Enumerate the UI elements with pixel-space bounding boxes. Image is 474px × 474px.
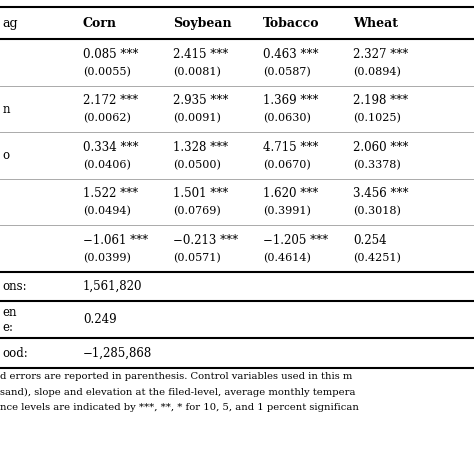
- Text: 3.456 ***: 3.456 ***: [353, 187, 409, 200]
- Text: (0.3991): (0.3991): [263, 206, 311, 216]
- Text: Corn: Corn: [83, 17, 117, 30]
- Text: −1.061 ***: −1.061 ***: [83, 234, 148, 246]
- Text: 0.334 ***: 0.334 ***: [83, 141, 138, 154]
- Text: 0.463 ***: 0.463 ***: [263, 48, 319, 61]
- Text: 0.254: 0.254: [353, 234, 387, 246]
- Text: −0.213 ***: −0.213 ***: [173, 234, 238, 246]
- Text: 1.369 ***: 1.369 ***: [263, 94, 319, 107]
- Text: (0.0399): (0.0399): [83, 253, 131, 263]
- Text: (0.0091): (0.0091): [173, 113, 221, 123]
- Text: 1.522 ***: 1.522 ***: [83, 187, 138, 200]
- Text: ag: ag: [2, 17, 18, 30]
- Text: 2.327 ***: 2.327 ***: [353, 48, 409, 61]
- Text: (0.0062): (0.0062): [83, 113, 131, 123]
- Text: (0.0630): (0.0630): [263, 113, 311, 123]
- Text: 2.415 ***: 2.415 ***: [173, 48, 228, 61]
- Text: n: n: [2, 102, 10, 116]
- Text: 1.501 ***: 1.501 ***: [173, 187, 228, 200]
- Text: 2.060 ***: 2.060 ***: [353, 141, 409, 154]
- Text: 2.935 ***: 2.935 ***: [173, 94, 228, 107]
- Text: (0.1025): (0.1025): [353, 113, 401, 123]
- Text: (0.0406): (0.0406): [83, 160, 131, 170]
- Text: (0.3378): (0.3378): [353, 160, 401, 170]
- Text: ood:: ood:: [2, 347, 28, 360]
- Text: 1.620 ***: 1.620 ***: [263, 187, 319, 200]
- Text: (0.4614): (0.4614): [263, 253, 311, 263]
- Text: Tobacco: Tobacco: [263, 17, 319, 30]
- Text: 2.198 ***: 2.198 ***: [353, 94, 408, 107]
- Text: (0.0500): (0.0500): [173, 160, 221, 170]
- Text: (0.0494): (0.0494): [83, 206, 131, 216]
- Text: −1,285,868: −1,285,868: [83, 347, 152, 360]
- Text: 1,561,820: 1,561,820: [83, 280, 143, 293]
- Text: (0.0571): (0.0571): [173, 253, 221, 263]
- Text: (0.4251): (0.4251): [353, 253, 401, 263]
- Text: o: o: [2, 149, 9, 162]
- Text: 2.172 ***: 2.172 ***: [83, 94, 138, 107]
- Text: sand), slope and elevation at the filed-level, average monthly tempera: sand), slope and elevation at the filed-…: [0, 388, 356, 397]
- Text: Wheat: Wheat: [353, 17, 398, 30]
- Text: 1.328 ***: 1.328 ***: [173, 141, 228, 154]
- Text: 0.085 ***: 0.085 ***: [83, 48, 138, 61]
- Text: (0.0769): (0.0769): [173, 206, 221, 216]
- Text: en
e:: en e:: [2, 306, 17, 334]
- Text: (0.0081): (0.0081): [173, 67, 221, 77]
- Text: −1.205 ***: −1.205 ***: [263, 234, 328, 246]
- Text: Soybean: Soybean: [173, 17, 232, 30]
- Text: d errors are reported in parenthesis. Control variables used in this m: d errors are reported in parenthesis. Co…: [0, 372, 352, 381]
- Text: nce levels are indicated by ***, **, * for 10, 5, and 1 percent significan: nce levels are indicated by ***, **, * f…: [0, 403, 359, 412]
- Text: 4.715 ***: 4.715 ***: [263, 141, 319, 154]
- Text: (0.0055): (0.0055): [83, 67, 131, 77]
- Text: (0.3018): (0.3018): [353, 206, 401, 216]
- Text: (0.0587): (0.0587): [263, 67, 311, 77]
- Text: (0.0670): (0.0670): [263, 160, 311, 170]
- Text: ons:: ons:: [2, 280, 27, 293]
- Text: (0.0894): (0.0894): [353, 67, 401, 77]
- Text: 0.249: 0.249: [83, 313, 117, 327]
